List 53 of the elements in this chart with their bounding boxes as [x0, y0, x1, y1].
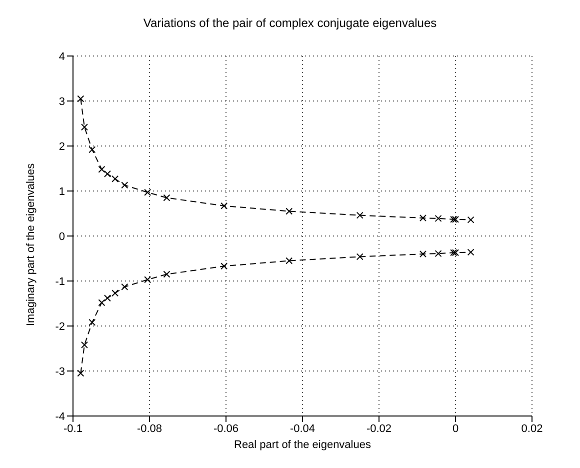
point: [144, 188, 152, 196]
x-axis-title: Real part of the eigenvalues: [234, 439, 372, 451]
point: [434, 250, 442, 258]
y-tick-label: 3: [58, 96, 65, 108]
point: [88, 146, 96, 154]
point: [450, 216, 458, 223]
point: [220, 262, 228, 270]
point: [77, 370, 84, 377]
point: [452, 216, 459, 223]
point: [80, 124, 88, 131]
point: [112, 175, 119, 182]
y-tick-label: 4: [58, 50, 65, 63]
point: [163, 270, 170, 278]
point: [419, 250, 426, 258]
point: [104, 170, 111, 178]
y-tick-label: -2: [55, 320, 65, 333]
point: [467, 216, 474, 224]
point: [88, 318, 96, 326]
point: [419, 214, 426, 222]
y-tick-label: -3: [55, 366, 65, 378]
point: [77, 95, 84, 102]
chart-title: Variations of the pair of complex conjugate eigenvalues: [142, 15, 438, 32]
point: [220, 202, 228, 210]
point: [104, 294, 111, 302]
y-tick-label: -4: [55, 410, 65, 423]
y-tick-label: 1: [58, 186, 65, 198]
x-tick-label: -0.02: [366, 422, 392, 435]
x-tick-label: 0: [452, 422, 459, 435]
point: [434, 214, 442, 222]
point: [452, 249, 459, 256]
y-tick-label: 2: [58, 140, 65, 153]
point: [144, 276, 152, 284]
x-tick-label: -0.08: [136, 422, 162, 435]
y-axis-title: Imaginary part of the eigenvalues: [24, 162, 37, 326]
point: [163, 194, 170, 202]
point: [286, 257, 293, 264]
point: [450, 249, 458, 256]
x-tick-label: -0.06: [213, 422, 239, 435]
x-tick-label: -0.1: [64, 422, 82, 435]
point: [356, 212, 364, 219]
point: [98, 299, 106, 306]
point: [80, 341, 88, 348]
point: [112, 290, 119, 297]
point: [356, 253, 364, 260]
point: [286, 208, 293, 215]
x-tick-label: -0.04: [290, 422, 316, 435]
point: [121, 283, 128, 290]
point: [121, 182, 128, 189]
point: [98, 166, 106, 173]
x-tick-label: 0.02: [521, 422, 543, 435]
y-tick-label: 0: [58, 230, 65, 243]
point: [467, 248, 474, 256]
y-tick-label: -1: [55, 276, 65, 288]
